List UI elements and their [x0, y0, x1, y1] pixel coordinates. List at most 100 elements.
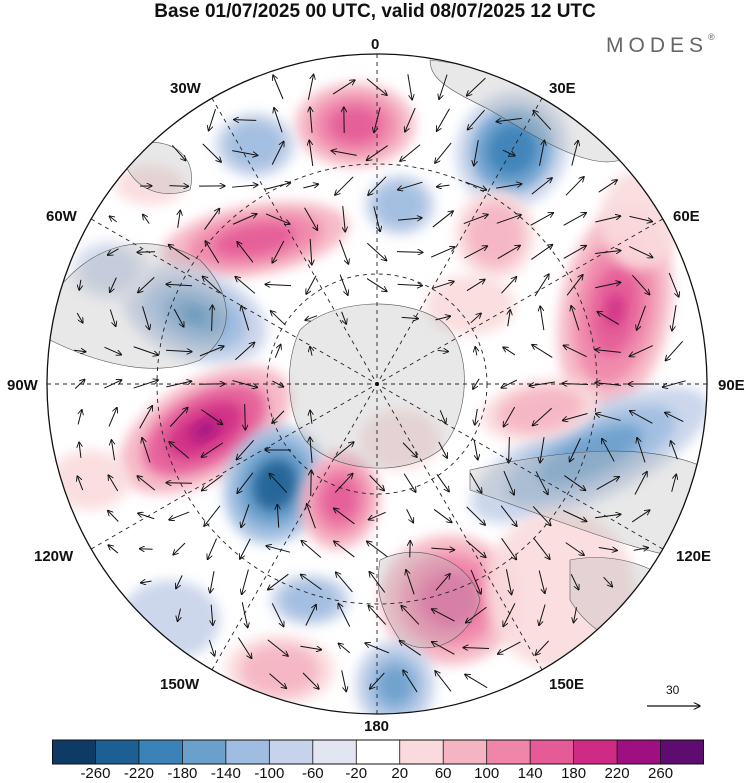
wind-arrow: [211, 604, 213, 626]
wind-arrow: [473, 440, 478, 460]
wind-arrow: [438, 441, 448, 458]
wind-arrow: [538, 570, 545, 594]
wind-arrow: [169, 442, 190, 459]
wind-arrow: [310, 107, 312, 133]
wind-arrow: [435, 671, 452, 692]
wind-arrow: [169, 186, 188, 187]
wind-arrow: [563, 246, 587, 259]
wind-arrow: [201, 442, 224, 457]
colorbar-tick-label: 100: [474, 765, 500, 782]
wind-arrow: [269, 473, 288, 493]
anomaly-contour: [252, 459, 298, 511]
wind-arrow: [300, 645, 321, 649]
wind-arrow: [474, 140, 479, 166]
land-mass: [289, 303, 465, 469]
wind-arrow: [370, 672, 385, 689]
colorbar-swatch: [573, 740, 618, 764]
wind-arrow: [631, 274, 649, 294]
wind-arrow: [235, 342, 254, 361]
wind-arrow: [274, 344, 280, 358]
wind-arrow: [332, 80, 355, 95]
lon-label-120e: 120E: [676, 548, 712, 565]
wind-arrow: [403, 670, 418, 693]
wind-arrow: [169, 407, 188, 427]
wind-arrow: [530, 213, 554, 226]
wind-arrow: [310, 346, 312, 356]
wind-arrow: [173, 542, 186, 555]
wind-arrow: [629, 215, 652, 221]
wind-arrow: [531, 245, 552, 260]
wind-arrow: [138, 513, 155, 520]
wind-arrow: [139, 549, 153, 550]
wind-arrow: [629, 345, 654, 357]
page-title: Base 01/07/2025 00 UTC, valid 08/07/2025…: [154, 1, 596, 22]
wind-arrow: [562, 412, 588, 420]
wind-arrow: [437, 185, 450, 187]
wind-arrow: [562, 383, 589, 384]
wind-arrow: [368, 605, 387, 625]
wind-arrow: [369, 572, 386, 593]
lon-label-150e: 150E: [549, 676, 585, 693]
wind-arrow: [435, 142, 452, 163]
colorbar-tick-label: -260: [80, 765, 111, 782]
wind-arrow: [171, 144, 185, 160]
wind-arrow: [571, 306, 580, 331]
wind-arrow: [463, 214, 488, 225]
wind-arrow: [208, 639, 214, 656]
lon-label-60w: 60W: [46, 208, 77, 225]
wind-arrow: [277, 504, 278, 528]
wind-arrow: [406, 570, 415, 595]
wind-arrow: [435, 574, 450, 591]
wind-arrow: [540, 306, 545, 331]
wind-arrow: [108, 545, 119, 554]
lon-label-0: 0: [371, 36, 380, 53]
wind-arrow: [266, 546, 291, 553]
wind-arrow: [467, 109, 485, 130]
wind-arrow: [595, 282, 620, 289]
colorbar-swatch: [617, 740, 662, 764]
map-border: [46, 53, 708, 715]
wind-arrow: [232, 185, 258, 187]
colorbar-swatch: [486, 740, 531, 764]
wind-arrow: [176, 575, 183, 588]
wind-arrow: [475, 408, 478, 425]
wind-arrow: [665, 340, 684, 360]
wind-arrow: [631, 510, 650, 523]
wind-arrow: [339, 274, 348, 296]
wind-arrow: [77, 476, 84, 491]
wind-arrow: [177, 608, 180, 622]
colorbar-swatch: [269, 740, 314, 764]
wind-arrow: [534, 274, 549, 297]
wind-arrow: [365, 643, 390, 654]
wind-arrow: [369, 474, 385, 490]
wind-arrow: [630, 411, 653, 424]
wind-arrow: [237, 472, 254, 494]
wind-arrow: [435, 316, 450, 321]
wind-arrow: [74, 350, 86, 352]
wind-arrow: [331, 151, 357, 156]
wind-arrow: [500, 505, 517, 527]
wind-arrow: [343, 206, 346, 232]
wind-arrow: [405, 107, 416, 132]
wind-arrow: [569, 438, 581, 462]
wind-arrow: [109, 309, 115, 327]
wind-arrow: [245, 403, 246, 430]
wind-arrow: [108, 510, 119, 522]
anomaly-contour: [537, 424, 643, 486]
wind-arrow: [265, 213, 290, 224]
wind-arrow: [232, 150, 258, 156]
lon-label-60e: 60E: [673, 208, 700, 225]
wind-arrow: [107, 248, 119, 255]
wind-arrow: [339, 239, 349, 264]
anomaly-contour: [377, 665, 413, 705]
wind-arrow: [539, 604, 546, 626]
wind-arrow: [466, 506, 486, 525]
wind-arrow: [366, 278, 387, 292]
wind-arrow: [141, 581, 152, 583]
colorbar-tick-label: -180: [167, 765, 198, 782]
wind-arrow: [564, 475, 585, 491]
wind-arrow: [532, 407, 552, 425]
wind-arrow: [210, 571, 215, 593]
wind-arrow: [529, 381, 555, 386]
wind-arrow: [539, 140, 544, 166]
